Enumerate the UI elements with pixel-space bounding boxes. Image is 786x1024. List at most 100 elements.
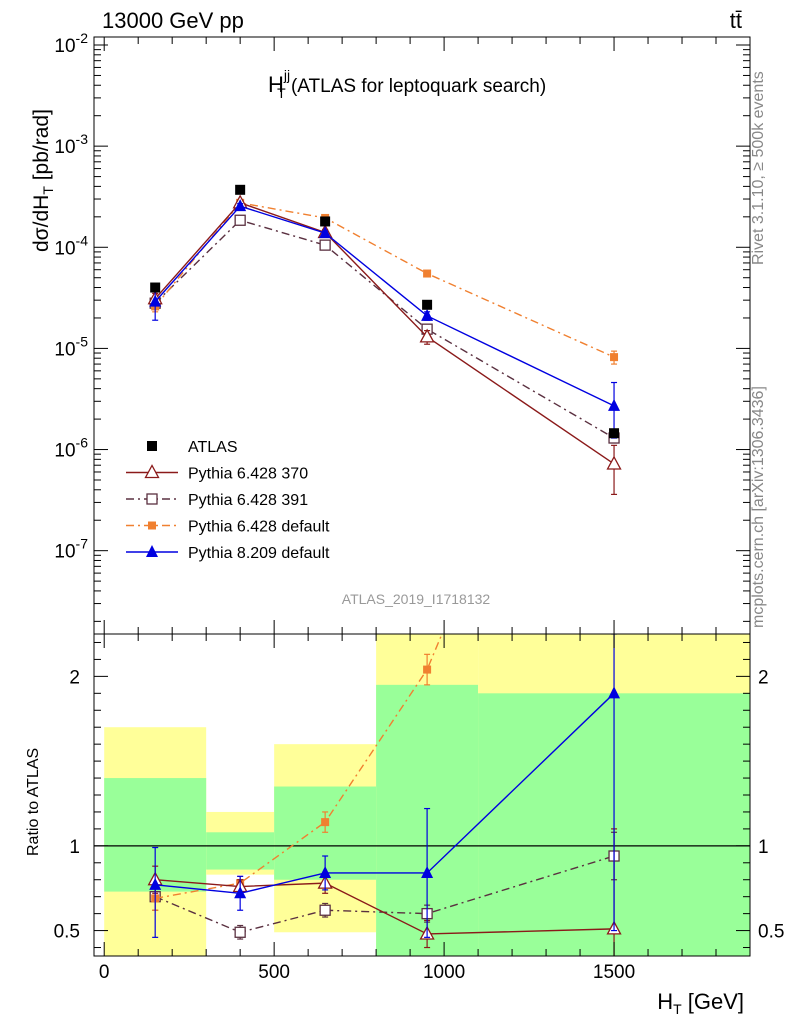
main-y-axis-label-rest: [pb/rad]: [30, 109, 53, 186]
main-y-tick-label-mantissa: 10: [54, 441, 75, 462]
main-point-data: [150, 282, 161, 293]
header-energy: 13000 GeV pp: [102, 8, 244, 33]
x-tick-labels: 0 500 1000 1500: [99, 962, 635, 983]
main-y-tick-label-exponent: -6: [76, 435, 89, 451]
main-point-p8def: [421, 308, 434, 321]
main-point-data: [609, 428, 620, 439]
x-tick-label: 0: [99, 962, 110, 983]
x-tick-label: 1000: [423, 962, 465, 983]
legend-marker-p6def: [148, 521, 156, 530]
main-y-tick-label: 10-6: [54, 435, 88, 462]
main-ticks: [94, 37, 751, 634]
ratio-point-p8def: [421, 865, 434, 878]
plot-title-rest: (ATLAS for leptoquark search): [286, 76, 546, 97]
main-point-data: [320, 216, 331, 227]
rivet-version: Rivet 3.1.10, ≥ 500k events: [750, 71, 767, 265]
ratio-y-tick-label: 1: [69, 837, 80, 858]
main-y-tick-label-exponent: -3: [76, 131, 89, 147]
ratio-y-tick-label-right: 1: [758, 837, 769, 858]
main-line-p6def: [154, 202, 615, 358]
main-point-data: [235, 184, 246, 195]
ratio-line-p391: [154, 855, 615, 934]
ratio-y-tick-label: 2: [69, 667, 80, 688]
ratio-y-tick-label-right: 0.5: [758, 922, 784, 943]
main-plot-area: [147, 184, 622, 496]
main-point-p8def: [608, 398, 621, 411]
legend-label-data: ATLAS: [188, 439, 238, 456]
main-y-tick-label-mantissa: 10: [54, 542, 75, 563]
legend-item-data: ATLAS: [147, 439, 238, 456]
main-point-p6def: [610, 353, 619, 362]
main-y-tick-label: 10-4: [54, 232, 88, 259]
main-point-p370: [606, 455, 622, 470]
ratio-plot-area: [94, 503, 750, 956]
legend-marker-p391: [146, 493, 158, 505]
main-panel: 10-710-610-510-410-310-2 Hjj T (ATLAS for…: [30, 30, 751, 635]
x-tick-label: 1500: [593, 962, 635, 983]
ratio-y-tick-label-right: 2: [758, 667, 769, 688]
source-citation: mcplots.cern.ch [arXiv:1306.3436]: [750, 386, 767, 628]
legend-item-p8def: Pythia 8.209 default: [126, 545, 330, 562]
x-axis-label-main: H: [657, 989, 673, 1014]
header-process: tt̄: [730, 8, 742, 33]
legend-marker-data: [147, 441, 157, 451]
x-tick-label: 500: [258, 962, 290, 983]
ratio-band-inner: [206, 832, 275, 870]
main-point-p370: [419, 328, 435, 343]
main-y-tick-label: 10-5: [54, 333, 88, 360]
main-y-tick-labels: 10-710-610-510-410-310-2: [54, 30, 88, 563]
plot-title-main: H: [268, 72, 284, 97]
plot-title-sup: jj: [283, 67, 290, 83]
ratio-y-tick-label: 0.5: [54, 922, 80, 943]
ratio-point-p6def: [423, 665, 432, 674]
legend-label-p391: Pythia 6.428 391: [188, 492, 308, 509]
analysis-id: ATLAS_2019_I1718132: [342, 591, 491, 607]
main-series-p8def: [149, 199, 621, 439]
legend: ATLAS Pythia 6.428 370 Pythia 6.428 391 Pyt…: [126, 439, 330, 562]
x-axis-label: HT [GeV]: [657, 989, 744, 1017]
main-y-tick-label-mantissa: 10: [54, 137, 75, 158]
main-point-p6def: [423, 269, 432, 278]
main-y-axis-label: dσ/dHT [pb/rad]: [30, 109, 56, 252]
ratio-line-p6def: [155, 634, 443, 900]
plot-title: Hjj T (ATLAS for leptoquark search): [268, 67, 546, 101]
main-line-p370: [154, 202, 615, 465]
main-y-tick-label-mantissa: 10: [54, 238, 75, 259]
ratio-point-p391: [319, 904, 331, 916]
ratio-point-p8def: [608, 686, 621, 699]
main-y-axis-label-sub: T: [40, 186, 56, 195]
main-y-tick-label-exponent: -7: [76, 536, 89, 552]
main-point-p8def: [234, 199, 247, 212]
legend-label-p370: Pythia 6.428 370: [188, 466, 308, 483]
ratio-ticks: [94, 634, 751, 956]
main-y-tick-label-exponent: -4: [76, 232, 89, 248]
ratio-point-p6def: [491, 503, 499, 511]
x-axis-label-sub: T: [673, 1001, 682, 1017]
ratio-point-p8def: [319, 865, 332, 878]
legend-marker-p370: [144, 464, 160, 479]
main-y-tick-label: 10-2: [54, 30, 88, 57]
main-y-tick-label: 10-7: [54, 536, 88, 563]
ratio-point-p8def: [149, 877, 162, 890]
main-series-data: [150, 184, 620, 439]
ratio-point-p6def: [321, 818, 330, 827]
legend-marker-p8def: [146, 545, 158, 557]
ratio-y-axis-label: Ratio to ATLAS: [25, 748, 42, 856]
legend-item-p391: Pythia 6.428 391: [126, 492, 308, 509]
main-point-p8def: [319, 226, 332, 239]
main-y-tick-label: 10-3: [54, 131, 88, 158]
main-point-p391: [319, 239, 331, 251]
main-y-axis-label-main: dσ/dH: [30, 195, 53, 252]
ratio-point-p8def: [234, 886, 247, 899]
main-point-p391: [234, 214, 246, 226]
main-y-tick-label-exponent: -2: [76, 30, 89, 46]
main-point-p8def: [149, 294, 162, 307]
legend-label-p8def: Pythia 8.209 default: [188, 545, 330, 562]
main-line-p391: [154, 219, 615, 439]
ratio-y-tick-labels: 0.5 0.5 1 1 2 2: [54, 667, 785, 942]
legend-item-p6def: Pythia 6.428 default: [126, 519, 330, 536]
plot-title-sub: T: [277, 85, 286, 101]
ratio-point-p391: [234, 926, 246, 938]
main-series-p391: [149, 214, 620, 444]
main-y-tick-label-mantissa: 10: [54, 339, 75, 360]
